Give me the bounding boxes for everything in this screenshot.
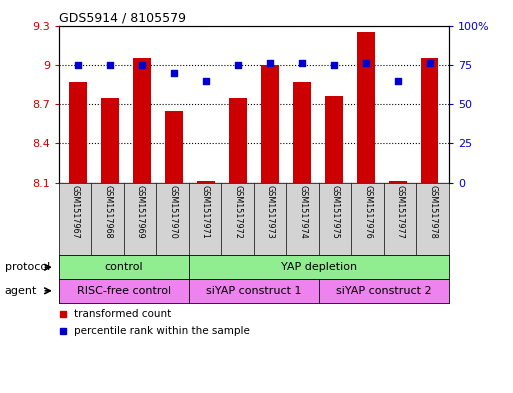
Bar [357, 32, 374, 183]
Bar [389, 182, 406, 183]
Text: GSM1517971: GSM1517971 [201, 185, 210, 239]
Text: RISC-free control: RISC-free control [77, 286, 171, 296]
Point [138, 62, 146, 68]
Text: GSM1517974: GSM1517974 [298, 185, 307, 239]
Text: GSM1517973: GSM1517973 [266, 185, 274, 239]
Text: GSM1517975: GSM1517975 [331, 185, 340, 239]
Point [298, 60, 306, 66]
Text: GSM1517969: GSM1517969 [136, 185, 145, 239]
Text: GDS5914 / 8105579: GDS5914 / 8105579 [59, 11, 186, 24]
Text: GSM1517976: GSM1517976 [363, 185, 372, 239]
Point [74, 62, 82, 68]
Point [362, 60, 370, 66]
Text: GSM1517970: GSM1517970 [168, 185, 177, 239]
Point [330, 62, 338, 68]
Bar [133, 58, 151, 183]
Text: siYAP construct 2: siYAP construct 2 [336, 286, 432, 296]
Bar [102, 97, 119, 183]
Bar [325, 96, 343, 183]
Point [170, 70, 178, 76]
Text: percentile rank within the sample: percentile rank within the sample [74, 326, 250, 336]
Text: YAP depletion: YAP depletion [281, 262, 357, 272]
Text: protocol: protocol [5, 262, 50, 272]
Bar [165, 111, 183, 183]
Text: transformed count: transformed count [74, 309, 171, 319]
Text: agent: agent [5, 286, 37, 296]
Bar [229, 97, 247, 183]
Bar [421, 58, 439, 183]
Text: siYAP construct 1: siYAP construct 1 [206, 286, 302, 296]
Text: GSM1517972: GSM1517972 [233, 185, 242, 239]
Text: GSM1517967: GSM1517967 [71, 185, 80, 239]
Point [393, 77, 402, 84]
Point [106, 62, 114, 68]
Bar [293, 82, 311, 183]
Bar [197, 182, 215, 183]
Bar [69, 82, 87, 183]
Point [202, 77, 210, 84]
Text: GSM1517977: GSM1517977 [396, 185, 405, 239]
Point [234, 62, 242, 68]
Text: GSM1517968: GSM1517968 [103, 185, 112, 239]
Point [426, 60, 434, 66]
Text: control: control [105, 262, 143, 272]
Point [266, 60, 274, 66]
Text: GSM1517978: GSM1517978 [428, 185, 437, 239]
Bar [261, 65, 279, 183]
